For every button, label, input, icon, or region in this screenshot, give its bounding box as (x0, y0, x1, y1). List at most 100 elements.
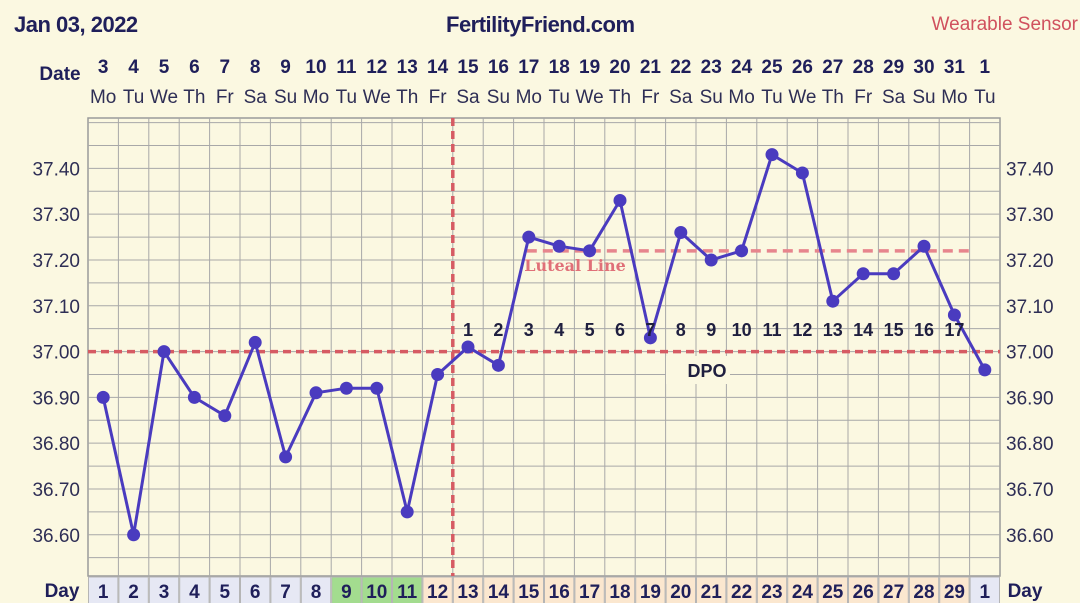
weekday-label: Sa (244, 87, 268, 108)
dpo-text: DPO (687, 361, 726, 381)
cycle-day-label: 1 (980, 582, 991, 603)
dpo-label: 2 (493, 320, 503, 340)
date-label: 6 (189, 57, 200, 78)
y-tick-left: 37.00 (32, 343, 80, 364)
dpo-label: 7 (645, 320, 655, 340)
day-cell (696, 576, 727, 603)
day-cell (331, 576, 362, 603)
dpo-label: 5 (585, 320, 595, 340)
y-tick-left: 36.60 (32, 526, 80, 547)
dpo-label: 11 (762, 320, 781, 340)
cycle-day-label: 12 (427, 582, 448, 603)
weekday-label: Th (396, 87, 418, 108)
y-tick-left: 37.40 (32, 159, 80, 180)
day-cell (848, 576, 879, 603)
day-cell (908, 576, 940, 603)
date-label: 28 (853, 57, 874, 78)
temperature-line (101, 153, 987, 537)
cycle-day-label: 25 (822, 582, 844, 603)
weekday-label: Sa (882, 87, 906, 108)
day-cell (635, 576, 666, 603)
date-label: 27 (822, 57, 843, 78)
cycle-day-label: 28 (913, 582, 934, 603)
weekday-label: Th (183, 87, 205, 108)
dpo-label: 8 (676, 320, 686, 340)
day-cell (392, 576, 423, 603)
date-label: 17 (518, 57, 539, 78)
day-cell (604, 576, 636, 603)
y-tick-right: 36.90 (1006, 388, 1054, 409)
date-label: 15 (457, 57, 479, 78)
date-label: 14 (427, 57, 449, 78)
weekday-label: Mo (728, 87, 754, 108)
cycle-day-label: 5 (220, 582, 231, 603)
day-cell (969, 576, 1000, 603)
day-cell (544, 576, 575, 603)
weekday-label: Tu (336, 87, 357, 108)
y-tick-right: 36.70 (1006, 480, 1054, 501)
temperature-point (400, 505, 414, 519)
temperature-point (765, 148, 779, 162)
weekday-label: Tu (761, 87, 782, 108)
cycle-day-label: 21 (701, 582, 723, 603)
day-cell (118, 576, 149, 603)
temperature-point (248, 335, 262, 349)
weekday-label: Th (609, 87, 631, 108)
y-tick-right: 36.60 (1006, 526, 1054, 547)
date-label: 31 (944, 57, 966, 78)
cycle-day-label: 27 (883, 582, 904, 603)
weekday-label: We (576, 87, 604, 108)
dpo-label: 10 (732, 320, 752, 340)
date-label: 25 (761, 57, 783, 78)
day-cell (756, 576, 788, 603)
date-label: 11 (336, 57, 357, 78)
weekday-label: Tu (974, 87, 995, 108)
cycle-day-label: 24 (792, 582, 814, 603)
weekday-label: Mo (303, 87, 329, 108)
cycle-day-label: 14 (488, 582, 510, 603)
weekday-label: Fr (216, 87, 235, 108)
day-cell (726, 576, 757, 603)
temperature-point (96, 390, 110, 404)
date-label: 16 (488, 57, 509, 78)
date-label: 1 (980, 57, 991, 78)
temperature-point (947, 308, 961, 322)
temperature-point (917, 239, 931, 253)
weekday-label: Th (822, 87, 844, 108)
y-tick-right: 36.80 (1006, 434, 1054, 455)
temperature-point (431, 367, 445, 381)
temperature-point (339, 381, 353, 395)
date-label: 22 (670, 57, 691, 78)
day-cell (148, 576, 180, 603)
cycle-day-label: 17 (579, 582, 600, 603)
weekday-label: Mo (941, 87, 967, 108)
day-cell (300, 576, 332, 603)
cycle-day-label: 11 (397, 582, 418, 603)
temperature-point (613, 193, 627, 207)
temperature-point (127, 528, 141, 542)
temperature-point (218, 409, 232, 423)
cycle-day-label: 22 (731, 582, 752, 603)
temperature-point (157, 345, 171, 359)
date-label: 9 (280, 57, 291, 78)
day-cell (817, 576, 848, 603)
day-cell (787, 576, 818, 603)
dpo-label: 17 (944, 320, 964, 340)
y-tick-left: 37.20 (32, 251, 80, 272)
cycle-day-label: 7 (280, 582, 291, 603)
weekday-label: We (788, 87, 816, 108)
dpo-label: 14 (853, 320, 873, 340)
day-cell (270, 576, 301, 603)
cycle-day-label: 3 (159, 582, 170, 603)
weekday-label: Sa (669, 87, 693, 108)
y-tick-right: 37.20 (1006, 251, 1054, 272)
weekday-label: Fr (854, 87, 873, 108)
weekday-label: Mo (516, 87, 542, 108)
weekday-label: Tu (123, 87, 144, 108)
weekday-label: Su (487, 87, 510, 108)
temperature-point (491, 358, 505, 372)
temperature-point (674, 226, 688, 239)
date-label: 24 (731, 57, 753, 78)
cycle-day-label: 2 (128, 582, 139, 603)
